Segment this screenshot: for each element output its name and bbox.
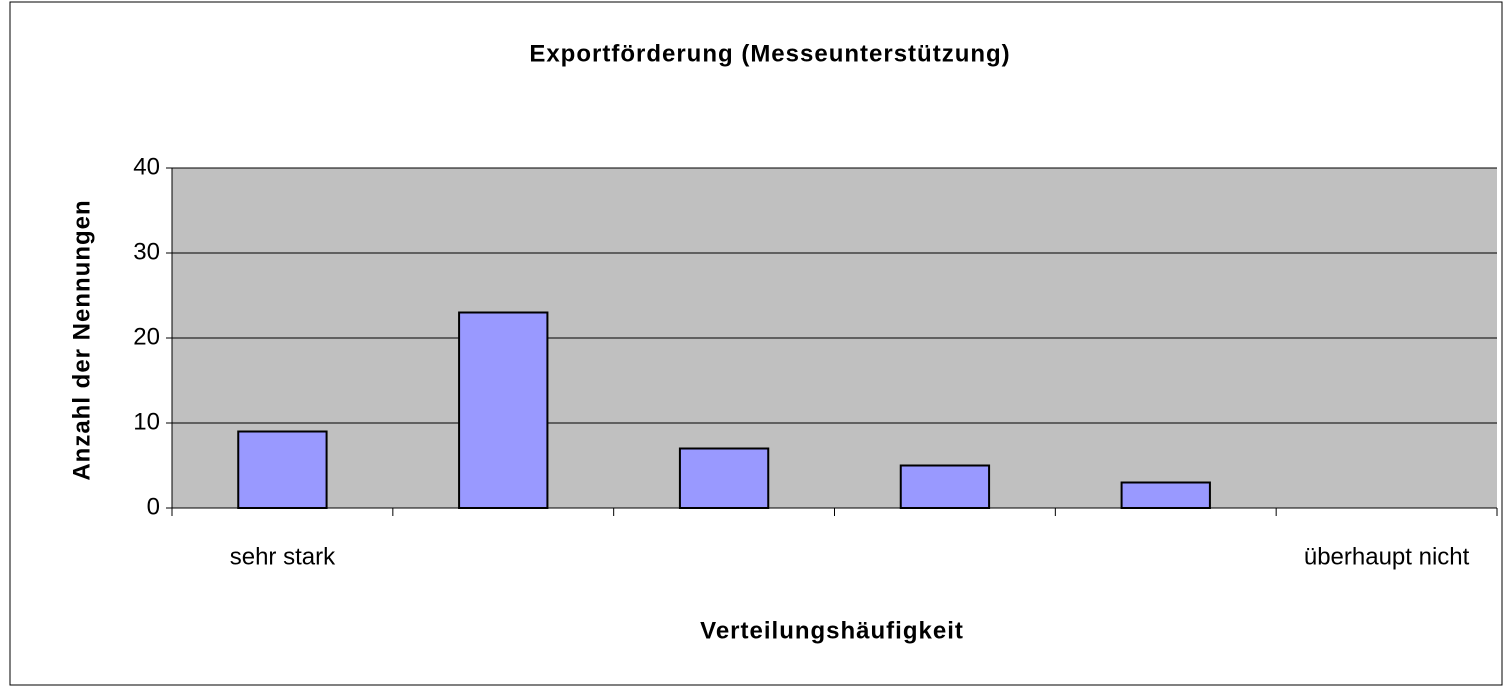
bar [458, 311, 549, 509]
bar [237, 430, 328, 509]
x-axis-label: Verteilungshäufigkeit [700, 617, 964, 644]
x-tick-label: überhaupt nicht [1304, 543, 1470, 570]
y-axis-label: Anzahl der Nennungen [68, 199, 95, 480]
y-tick-label: 20 [133, 323, 160, 350]
bar [1120, 481, 1211, 509]
x-tick-label: sehr stark [230, 543, 336, 570]
bar [899, 464, 991, 509]
bar [678, 447, 770, 509]
y-tick-label: 40 [133, 153, 160, 180]
y-tick-label: 0 [147, 493, 160, 520]
y-tick-label: 10 [133, 408, 160, 435]
y-tick-label: 30 [133, 238, 160, 265]
chart-title: Exportförderung (Messeunterstützung) [529, 40, 1010, 67]
